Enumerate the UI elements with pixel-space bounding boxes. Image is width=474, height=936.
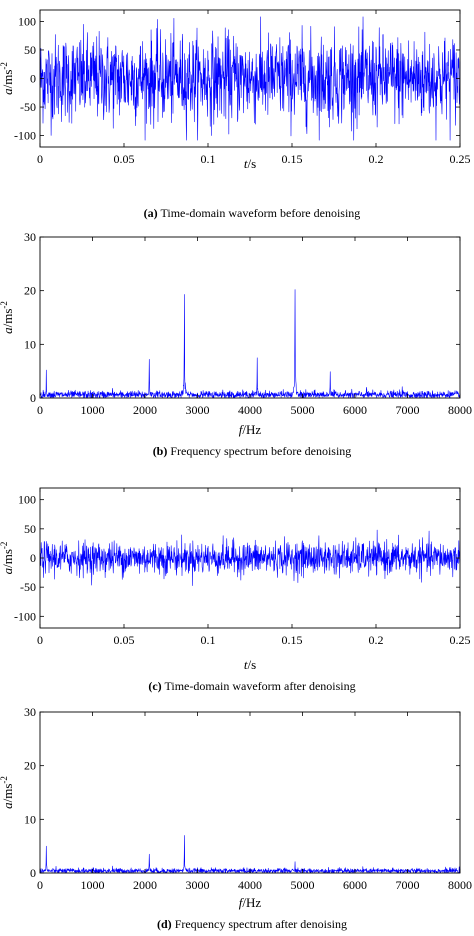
x-tick-label: 7000 bbox=[396, 403, 420, 417]
y-tick-label: 0 bbox=[30, 391, 36, 405]
x-tick-label: 0 bbox=[37, 403, 43, 417]
x-tick-label: 0.1 bbox=[201, 152, 216, 166]
panel-c-time-domain-after: 0 0.05 0.1 0.15 0.2 0.25 100 50 0 -50 -100 t/s a/ms-… bbox=[0, 487, 471, 693]
y-axis-label: a/ms-2 bbox=[0, 542, 15, 575]
y-tick-label: -100 bbox=[14, 129, 36, 143]
x-axis-label: t/s bbox=[244, 156, 256, 171]
y-tick-label: -50 bbox=[20, 580, 36, 594]
y-axis-label: a/ms-2 bbox=[0, 776, 15, 809]
panel-b-spectrum-before: 0 1000 2000 3000 4000 5000 6000 7000 8000 30 20 10 0… bbox=[0, 230, 472, 458]
x-axis-label: f/Hz bbox=[239, 422, 262, 437]
panel-caption: (c) Time-domain waveform after denoising bbox=[148, 679, 355, 693]
x-tick-label: 6000 bbox=[343, 878, 367, 892]
x-axis-label: f/Hz bbox=[239, 895, 262, 910]
x-tick-label: 2000 bbox=[133, 403, 157, 417]
x-tick-label: 4000 bbox=[238, 403, 262, 417]
x-tick-label: 3000 bbox=[186, 403, 210, 417]
signal-line bbox=[39, 16, 461, 141]
y-axis-label: a/ms-2 bbox=[0, 62, 15, 95]
y-tick-label: 50 bbox=[24, 522, 36, 536]
y-tick-label: 30 bbox=[24, 230, 36, 244]
y-tick-label: 10 bbox=[24, 812, 36, 826]
y-axis-label: a/ms-2 bbox=[0, 301, 15, 334]
x-tick-label: 1000 bbox=[81, 878, 105, 892]
y-tick-label: -50 bbox=[20, 100, 36, 114]
y-tick-label: 0 bbox=[30, 551, 36, 565]
x-tick-label: 0.05 bbox=[114, 152, 135, 166]
y-tick-label: 10 bbox=[24, 337, 36, 351]
panel-d-spectrum-after: 0 1000 2000 3000 4000 5000 6000 7000 8000 30 20 10 0… bbox=[0, 705, 472, 931]
panel-a-time-domain-before: 0 0.05 0.1 0.15 0.2 0.25 100 50 0 -50 -100 t/s a/ms-… bbox=[0, 9, 471, 220]
x-tick-label: 0 bbox=[37, 152, 43, 166]
x-tick-label: 8000 bbox=[448, 403, 472, 417]
x-tick-label: 2000 bbox=[133, 878, 157, 892]
x-tick-label: 0.15 bbox=[282, 633, 303, 647]
panel-caption: (b) Frequency spectrum before denoising bbox=[153, 444, 352, 458]
x-tick-label: 0.25 bbox=[450, 152, 471, 166]
x-tick-label: 0.25 bbox=[450, 633, 471, 647]
x-tick-label: 0.1 bbox=[201, 633, 216, 647]
axes-box bbox=[39, 236, 461, 399]
panel-caption: (d) Frequency spectrum after denoising bbox=[157, 917, 347, 931]
y-tick-label: 0 bbox=[30, 72, 36, 86]
x-tick-label: 8000 bbox=[448, 878, 472, 892]
signal-line bbox=[39, 835, 461, 874]
y-tick-label: 50 bbox=[24, 43, 36, 57]
x-tick-label: 5000 bbox=[291, 403, 315, 417]
y-tick-label: 20 bbox=[24, 759, 36, 773]
panel-caption: (a) Time-domain waveform before denoisin… bbox=[144, 206, 361, 220]
y-tick-label: 100 bbox=[18, 14, 36, 28]
x-tick-label: 4000 bbox=[238, 878, 262, 892]
x-axis-label: t/s bbox=[244, 657, 256, 672]
x-tick-label: 0.05 bbox=[114, 633, 135, 647]
signal-line bbox=[39, 529, 461, 586]
x-tick-label: 0.2 bbox=[369, 152, 384, 166]
x-tick-label: 6000 bbox=[343, 403, 367, 417]
y-tick-label: -100 bbox=[14, 609, 36, 623]
y-tick-label: 100 bbox=[18, 493, 36, 507]
x-tick-label: 1000 bbox=[81, 403, 105, 417]
y-tick-label: 30 bbox=[24, 705, 36, 719]
x-tick-label: 0 bbox=[37, 633, 43, 647]
y-tick-label: 0 bbox=[30, 866, 36, 880]
y-tick-label: 20 bbox=[24, 284, 36, 298]
x-tick-label: 0.15 bbox=[282, 152, 303, 166]
x-tick-label: 7000 bbox=[396, 878, 420, 892]
x-tick-label: 0.2 bbox=[369, 633, 384, 647]
signal-line bbox=[39, 289, 461, 399]
x-tick-label: 0 bbox=[37, 878, 43, 892]
x-tick-label: 3000 bbox=[186, 878, 210, 892]
x-tick-label: 5000 bbox=[291, 878, 315, 892]
axes-box bbox=[39, 711, 461, 874]
